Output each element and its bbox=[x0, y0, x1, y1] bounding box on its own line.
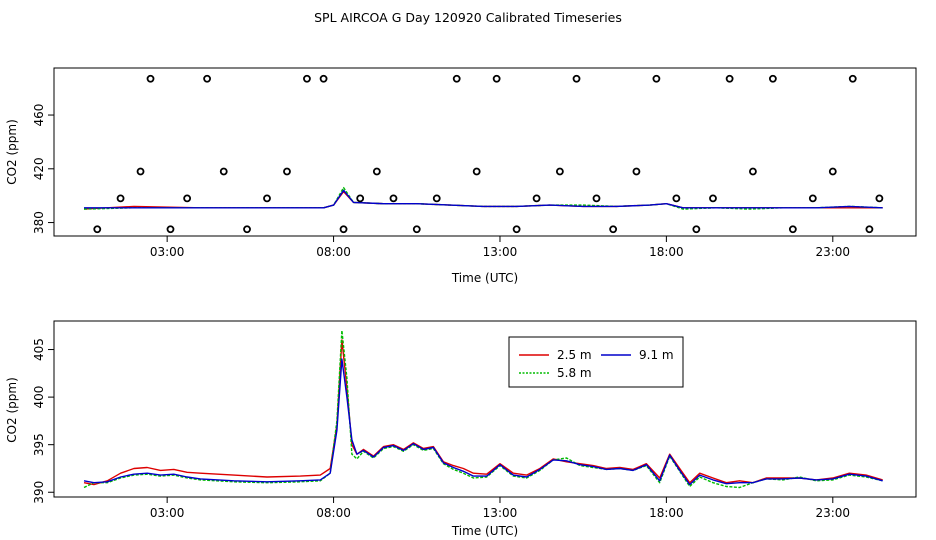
calibration-point bbox=[263, 194, 271, 203]
bottom-plot-frame bbox=[53, 320, 917, 498]
x-tick-label: 13:00 bbox=[483, 506, 518, 520]
calibration-point bbox=[116, 194, 125, 203]
top-panel: 03:00 08:00 13:00 18:00 23:00 380 420 460 Time… bbox=[5, 67, 917, 285]
calibration-point bbox=[725, 74, 734, 83]
x-tick-label: 23:00 bbox=[815, 506, 850, 520]
calibration-point bbox=[93, 225, 102, 234]
y-tick-label: 390 bbox=[32, 481, 46, 504]
y-tick-label: 420 bbox=[32, 157, 46, 180]
x-tick-label: 08:00 bbox=[316, 506, 351, 520]
calibration-point bbox=[592, 194, 601, 203]
calibration-point bbox=[828, 167, 837, 176]
y-tick-label: 380 bbox=[32, 211, 46, 234]
x-tick-label: 08:00 bbox=[316, 245, 351, 259]
calibration-point bbox=[372, 167, 381, 176]
y-tick-label: 460 bbox=[32, 104, 46, 127]
calibration-point bbox=[303, 74, 311, 83]
calibration-point bbox=[412, 225, 421, 234]
calibration-point bbox=[692, 225, 701, 234]
calibration-point bbox=[319, 74, 328, 83]
y-tick-label: 395 bbox=[32, 433, 46, 456]
calibration-point bbox=[672, 194, 681, 203]
calibration-point bbox=[243, 225, 251, 234]
calibration-point bbox=[472, 167, 481, 176]
calibration-point bbox=[203, 74, 211, 83]
y-tick-label: 405 bbox=[32, 338, 46, 361]
calibration-point bbox=[166, 225, 175, 234]
x-tick-label: 03:00 bbox=[150, 245, 185, 259]
calibration-point bbox=[555, 167, 564, 176]
calibration-point bbox=[788, 225, 797, 234]
calibration-point bbox=[512, 225, 521, 234]
calibration-point bbox=[339, 225, 348, 234]
calibration-point bbox=[709, 194, 717, 203]
x-tick-label: 23:00 bbox=[815, 245, 850, 259]
calibration-point bbox=[532, 194, 541, 203]
calibration-point bbox=[808, 194, 817, 203]
x-tick-label: 18:00 bbox=[649, 245, 684, 259]
calibration-point bbox=[356, 194, 365, 203]
calibration-point bbox=[492, 74, 501, 83]
bottom-x-axis: 03:00 08:00 13:00 18:00 23:00 bbox=[150, 497, 850, 520]
series-line-2-5-m bbox=[83, 339, 883, 486]
calibration-point bbox=[389, 194, 398, 203]
calibration-point bbox=[283, 167, 291, 176]
calibration-point bbox=[848, 74, 857, 83]
calibration-point bbox=[749, 167, 757, 176]
x-tick-label: 13:00 bbox=[483, 245, 518, 259]
top-plot-frame bbox=[53, 67, 917, 237]
top-y-axis-label: CO2 (ppm) bbox=[5, 119, 19, 185]
calibration-point bbox=[432, 194, 441, 203]
series-line-5-8-m bbox=[83, 329, 883, 489]
legend-label-2-5m: 2.5 m bbox=[557, 348, 592, 362]
bottom-data-marks bbox=[83, 329, 883, 489]
bottom-y-axis: 390 395 400 405 bbox=[32, 338, 54, 504]
calibration-point bbox=[572, 74, 581, 83]
legend-label-5-8m: 5.8 m bbox=[557, 366, 592, 380]
x-tick-label: 18:00 bbox=[649, 506, 684, 520]
calibration-point bbox=[875, 194, 884, 203]
series-line-9-1-m bbox=[84, 189, 883, 209]
legend-box bbox=[508, 336, 684, 388]
calibration-point bbox=[609, 225, 618, 234]
calibration-point bbox=[632, 167, 641, 176]
top-y-axis: 380 420 460 bbox=[32, 104, 54, 234]
figure-title: SPL AIRCOA G Day 120920 Calibrated Times… bbox=[314, 10, 622, 25]
top-x-axis: 03:00 08:00 13:00 18:00 23:00 bbox=[150, 236, 850, 259]
legend-label-9-1m: 9.1 m bbox=[639, 348, 674, 362]
calibration-point bbox=[768, 74, 777, 83]
bottom-x-axis-label: Time (UTC) bbox=[451, 524, 518, 538]
calibration-point bbox=[219, 167, 228, 176]
calibration-point bbox=[183, 194, 192, 203]
top-data-marks bbox=[83, 74, 884, 234]
bottom-y-axis-label: CO2 (ppm) bbox=[5, 377, 19, 443]
top-x-axis-label: Time (UTC) bbox=[451, 271, 518, 285]
y-tick-label: 400 bbox=[32, 386, 46, 409]
calibration-point bbox=[652, 74, 661, 83]
calibration-point bbox=[136, 167, 145, 176]
calibration-point bbox=[146, 74, 155, 83]
series-line-9-1-m bbox=[83, 358, 883, 486]
calibration-point bbox=[452, 74, 461, 83]
bottom-panel: 03:00 08:00 13:00 18:00 23:00 390 395 400 405 T… bbox=[5, 320, 917, 538]
calibration-point bbox=[865, 225, 874, 234]
legend: 2.5 m 9.1 m 5.8 m bbox=[508, 336, 684, 388]
x-tick-label: 03:00 bbox=[150, 506, 185, 520]
